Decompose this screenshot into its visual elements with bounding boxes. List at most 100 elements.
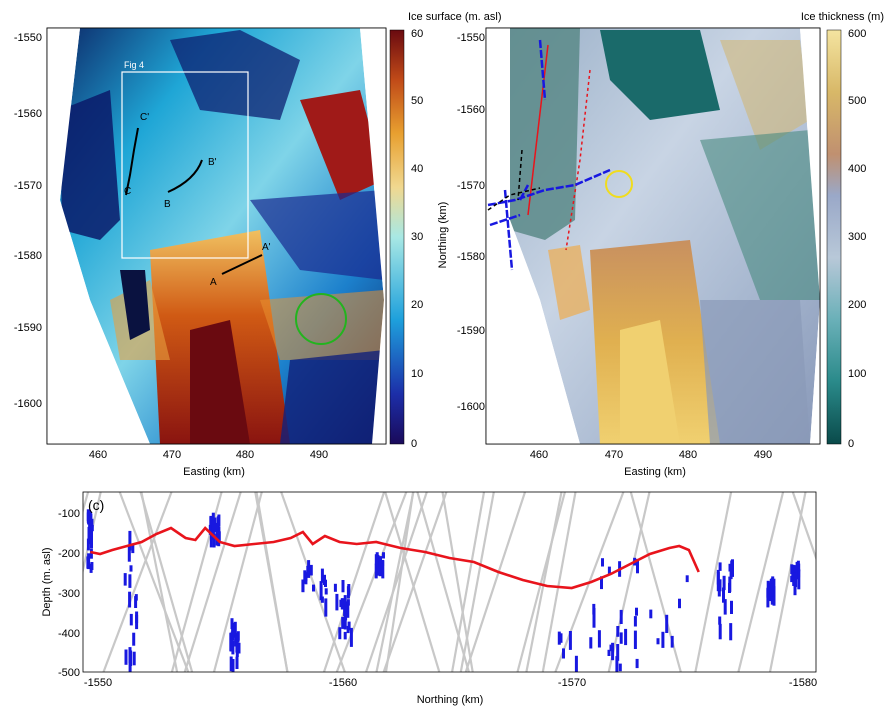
radar-pick — [323, 574, 326, 585]
radar-pick — [772, 586, 776, 606]
radar-pick — [633, 616, 637, 627]
panel-a-label: (a) — [50, 37, 70, 54]
radar-pick — [559, 633, 563, 643]
radar-pick — [619, 632, 623, 644]
radar-pick — [212, 533, 216, 548]
radar-pick — [381, 560, 385, 579]
gray-track-line — [118, 492, 190, 672]
blue-radar-tracks — [487, 39, 611, 271]
radar-pick — [128, 659, 132, 672]
radar-pick — [213, 517, 217, 533]
radar-pick — [231, 640, 235, 655]
radar-pick — [324, 588, 328, 595]
radar-pick — [134, 596, 138, 608]
svg-text:-1560: -1560 — [329, 677, 357, 689]
radar-pick — [731, 559, 734, 577]
radar-pick — [718, 562, 722, 571]
svg-text:-1580: -1580 — [789, 677, 817, 689]
profile-label-a: A — [210, 277, 217, 288]
panel-c-y-ticks: -100 -200 -300 -400 -500 — [58, 508, 80, 679]
green-circle-marker — [295, 293, 347, 345]
svg-text:-1590: -1590 — [457, 325, 485, 337]
radar-pick — [718, 579, 722, 592]
radar-pick — [609, 644, 613, 652]
radar-pick — [562, 648, 565, 659]
radar-pick — [769, 578, 773, 597]
radar-pick — [90, 562, 94, 570]
svg-text:-500: -500 — [58, 667, 80, 679]
radar-pick — [132, 651, 136, 666]
radar-pick — [324, 598, 328, 617]
panel-c-x-ticks: -1550 -1560 -1570 -1580 — [84, 677, 817, 689]
svg-text:490: 490 — [310, 449, 328, 461]
radar-pick — [678, 598, 681, 609]
radar-pick — [344, 606, 348, 621]
radar-pick — [375, 557, 379, 565]
radar-pick — [87, 509, 91, 525]
panel-b-colorbar-ticks: 600 500 400 300 200 100 0 — [848, 28, 866, 450]
panel-c-label: (c) — [88, 497, 104, 513]
radar-pick — [131, 544, 135, 554]
radar-pick — [381, 559, 385, 566]
radar-pick — [129, 613, 133, 626]
gray-track-line — [139, 492, 194, 672]
bed-elevation-line — [90, 526, 700, 590]
radar-pick — [611, 642, 615, 661]
svg-text:40: 40 — [411, 163, 423, 175]
radar-pick — [557, 631, 561, 645]
panel-b-xlabel: Easting (km) — [624, 466, 686, 478]
gray-track-line — [102, 492, 173, 672]
svg-text:400: 400 — [848, 163, 866, 175]
svg-text:-1570: -1570 — [457, 180, 485, 192]
radar-pick — [619, 609, 623, 624]
svg-text:100: 100 — [848, 368, 866, 380]
gray-tracks — [83, 492, 816, 672]
radar-pick — [670, 635, 674, 648]
gray-track-line — [280, 492, 346, 672]
panel-a-colorbar-label: Ice surface (m. asl) — [408, 11, 502, 23]
svg-text:-1550: -1550 — [84, 677, 112, 689]
radar-pick — [306, 565, 310, 577]
radar-pick — [341, 580, 345, 593]
radar-pick — [601, 558, 604, 567]
panel-a-x-ticks: 460 470 480 490 — [89, 449, 328, 461]
radar-pick — [128, 591, 132, 608]
panel-b-x-ticks: 460 470 480 490 — [530, 449, 772, 461]
profile-label-a-prime: A' — [262, 242, 271, 253]
panel-c-ylabel: Depth (m. asl) — [41, 547, 53, 616]
svg-text:-1600: -1600 — [457, 401, 485, 413]
panel-a-map — [60, 28, 384, 444]
radar-pick — [349, 627, 353, 647]
radar-pick — [209, 529, 213, 548]
radar-pick — [123, 573, 127, 586]
gray-track-line — [375, 492, 415, 672]
gray-track-line — [384, 492, 415, 672]
panel-b-map — [510, 28, 820, 444]
profile-c-line — [125, 127, 139, 196]
svg-text:480: 480 — [236, 449, 254, 461]
svg-text:600: 600 — [848, 28, 866, 40]
svg-text:470: 470 — [605, 449, 623, 461]
radar-pick — [685, 575, 689, 583]
radar-pick — [616, 644, 620, 661]
radar-pick — [718, 623, 722, 640]
radar-pick — [343, 595, 347, 612]
profile-a-line — [221, 254, 263, 275]
gray-track-line — [516, 492, 566, 672]
panel-b-label: (b) — [490, 37, 510, 54]
radar-pick — [382, 552, 385, 559]
radar-pick — [374, 563, 378, 579]
radar-pick — [656, 638, 660, 645]
radar-pick — [128, 647, 132, 664]
radar-pick — [615, 656, 619, 672]
profile-label-c: C — [124, 186, 131, 197]
svg-text:-200: -200 — [58, 548, 80, 560]
radar-pick — [635, 607, 638, 616]
radar-pick — [320, 568, 324, 583]
svg-text:-1570: -1570 — [558, 677, 586, 689]
black-radar-tracks — [487, 149, 541, 211]
radar-pick — [129, 565, 133, 572]
profile-label-b-prime: B' — [208, 157, 217, 168]
radar-pick — [795, 561, 799, 573]
panel-b-ylabel: Northing (km) — [437, 202, 449, 269]
